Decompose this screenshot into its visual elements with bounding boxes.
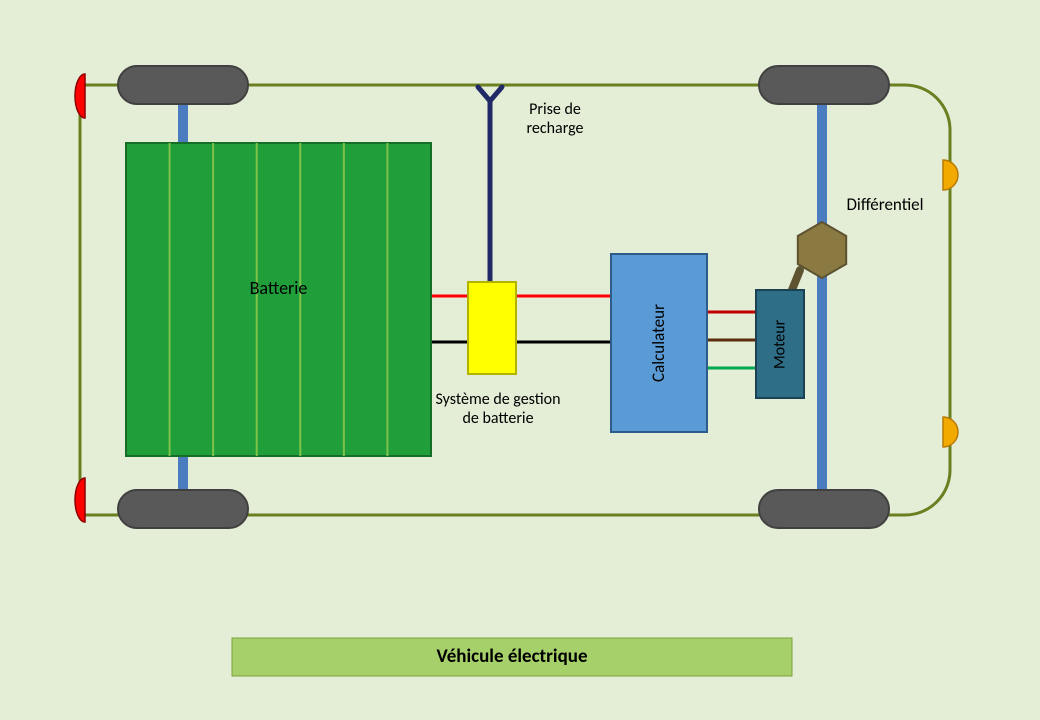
wheel-rear-top xyxy=(118,66,248,104)
diagram-canvas: Batterie Système de gestion de batterie Pr… xyxy=(0,0,1040,720)
battery-label: Batterie xyxy=(126,278,431,300)
wheel-rear-bottom xyxy=(118,490,248,528)
taillight-top xyxy=(75,74,85,118)
charger-label: Prise de recharge xyxy=(500,100,610,138)
taillight-bottom xyxy=(75,478,85,522)
headlight-bottom xyxy=(943,417,958,447)
headlight-top xyxy=(943,160,958,190)
calculator-label: Calculateur xyxy=(611,254,707,432)
charger-cup-icon xyxy=(478,87,502,101)
bms-label: Système de gestion de batterie xyxy=(428,390,568,428)
bms-block xyxy=(468,282,516,374)
motor-label: Moteur xyxy=(756,290,804,398)
differential-hex xyxy=(798,222,846,278)
wheel-front-top xyxy=(759,66,889,104)
wheel-front-bottom xyxy=(759,490,889,528)
title-label: Véhicule électrique xyxy=(232,646,792,669)
differential-label: Différentiel xyxy=(815,195,955,215)
